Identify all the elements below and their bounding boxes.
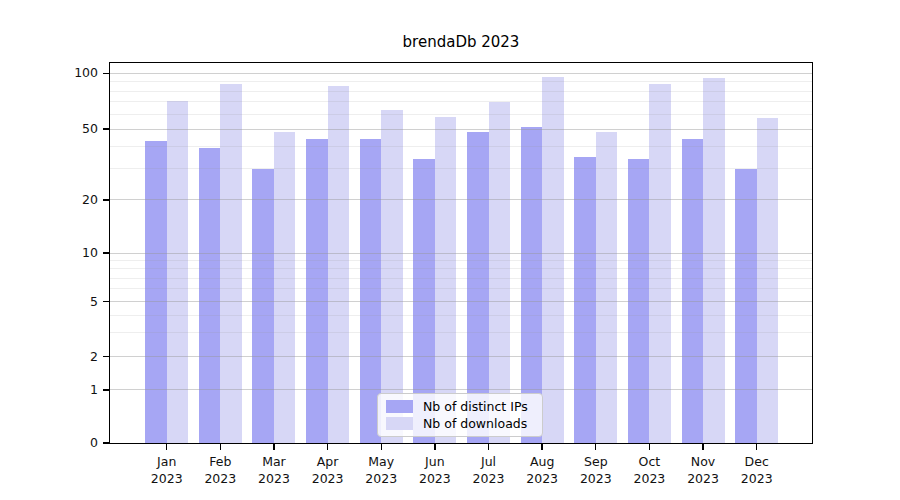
gridline-minor: [110, 315, 812, 316]
x-tick-mark: [756, 443, 757, 450]
gridline-minor: [110, 288, 812, 289]
gridline-minor: [110, 146, 812, 147]
bar-distinct-ips: [252, 169, 274, 443]
x-tick-mark: [220, 443, 221, 450]
y-tick-label: 50: [0, 121, 98, 137]
x-tick-label: Dec 2023: [725, 453, 789, 487]
legend-swatch-distinct-ips: [386, 400, 413, 413]
y-tick-mark: [103, 442, 110, 443]
x-tick-mark: [595, 443, 596, 450]
gridline-minor: [110, 260, 812, 261]
plot-area: [110, 63, 812, 443]
bar-distinct-ips: [145, 141, 167, 443]
gridline-major: [110, 199, 812, 200]
gridline-minor: [110, 114, 812, 115]
legend: Nb of distinct IPs Nb of downloads: [377, 393, 543, 437]
bar-distinct-ips: [682, 139, 704, 443]
legend-label-distinct-ips: Nb of distinct IPs: [423, 399, 528, 414]
gridline-major: [110, 129, 812, 130]
x-tick-mark: [273, 443, 274, 450]
y-tick-mark: [103, 252, 110, 253]
bar-distinct-ips: [199, 148, 221, 443]
gridline-minor: [110, 268, 812, 269]
gridline-minor: [110, 168, 812, 169]
gridline-minor: [110, 91, 812, 92]
y-tick-label: 10: [0, 245, 98, 261]
y-tick-mark: [103, 128, 110, 129]
x-tick-mark: [434, 443, 435, 450]
bar-downloads: [167, 101, 189, 443]
y-tick-label: 20: [0, 192, 98, 208]
legend-item-distinct-ips: Nb of distinct IPs: [386, 399, 534, 414]
y-tick-label: 0: [0, 435, 98, 451]
legend-item-downloads: Nb of downloads: [386, 416, 534, 431]
bar-distinct-ips: [306, 139, 328, 443]
y-tick-label: 100: [0, 65, 98, 81]
chart-title: brendaDb 2023: [110, 33, 812, 53]
bar-distinct-ips: [735, 169, 757, 443]
y-tick-label: 1: [0, 382, 98, 398]
gridline-major: [110, 356, 812, 357]
y-tick-mark: [103, 301, 110, 302]
x-tick-mark: [381, 443, 382, 450]
gridline-major: [110, 253, 812, 254]
y-tick-label: 5: [0, 294, 98, 310]
x-tick-mark: [488, 443, 489, 450]
chart-figure: brendaDb 2023 0125102050100Jan 2023Feb 2…: [0, 0, 900, 500]
gridline-major: [110, 73, 812, 74]
y-tick-label: 2: [0, 349, 98, 365]
bar-downloads: [489, 102, 511, 443]
y-tick-mark: [103, 389, 110, 390]
x-tick-mark: [327, 443, 328, 450]
gridline-minor: [110, 81, 812, 82]
y-tick-mark: [103, 73, 110, 74]
gridline-minor: [110, 278, 812, 279]
gridline-minor: [110, 101, 812, 102]
y-tick-mark: [103, 199, 110, 200]
x-tick-mark: [649, 443, 650, 450]
x-tick-mark: [541, 443, 542, 450]
legend-label-downloads: Nb of downloads: [423, 416, 527, 431]
x-tick-mark: [166, 443, 167, 450]
gridline-minor: [110, 332, 812, 333]
x-tick-mark: [702, 443, 703, 450]
legend-swatch-downloads: [386, 417, 413, 430]
gridline-major: [110, 389, 812, 390]
gridline-major: [110, 301, 812, 302]
y-tick-mark: [103, 356, 110, 357]
